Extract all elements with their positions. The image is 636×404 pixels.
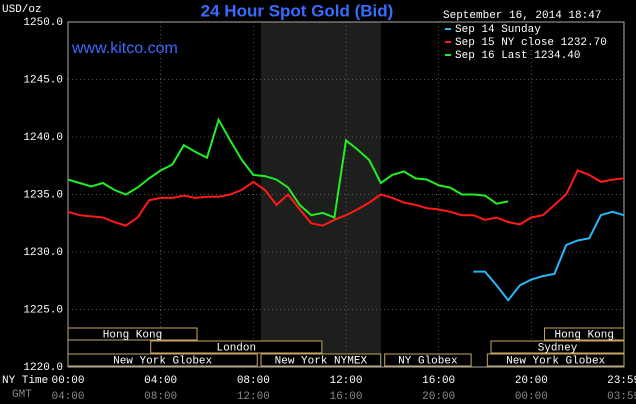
session-bar: [486, 353, 625, 367]
session-label: Hong Kong: [555, 329, 614, 341]
y-tick-label: 1220.0: [23, 362, 63, 374]
session-label: New York NYMEX: [275, 355, 368, 367]
x-tick-label-gmt: 04:00: [51, 391, 84, 403]
y-tick-label: 1230.0: [23, 247, 63, 259]
y-tick-label: 1225.0: [23, 304, 63, 316]
x-tick-label: 04:00: [144, 375, 177, 387]
chart-title: 24 Hour Spot Gold (Bid): [201, 1, 394, 20]
series-line: [473, 210, 625, 302]
y-tick-label: 1250.0: [23, 17, 63, 29]
plot-frame: [67, 21, 625, 368]
legend-label: Sep 16 Last 1234.40: [455, 50, 580, 62]
series-line: [67, 117, 509, 219]
session-bar: [260, 353, 382, 367]
legend-label: Sep 15 NY close 1232.70: [455, 37, 607, 49]
session-label: New York Globex: [113, 355, 212, 367]
session-label: Sydney: [538, 342, 578, 354]
x-tick-label: 23:59: [607, 375, 636, 387]
session-bar: [150, 340, 323, 354]
session-bar: [544, 327, 625, 341]
timestamp: September 16, 2014 18:47: [443, 10, 601, 22]
y-tick-label: 1235.0: [23, 189, 63, 201]
x-tick-label: 12:00: [329, 375, 362, 387]
x-tick-label-gmt: 08:00: [144, 391, 177, 403]
y-axis-label: USD/oz: [2, 4, 42, 16]
x-tick-label: 00:00: [51, 375, 84, 387]
session-label: NY Globex: [398, 355, 458, 367]
x-tick-label-gmt: 20:00: [422, 391, 455, 403]
x-tick-label-gmt: 12:00: [237, 391, 270, 403]
x-tick-label: 20:00: [515, 375, 548, 387]
x-tick-label-gmt: 16:00: [329, 391, 362, 403]
legend-label: Sep 14 Sunday: [455, 24, 541, 36]
session-bar: [490, 340, 625, 354]
x-row-label: GMT: [12, 389, 32, 401]
session-label: Hong Kong: [103, 329, 162, 341]
x-row-label: NY Time: [2, 375, 48, 387]
x-tick-label-gmt: 03:59: [607, 391, 636, 403]
x-tick-label-gmt: 00:00: [515, 391, 548, 403]
session-bar: [67, 353, 258, 367]
session-bar: [384, 353, 472, 367]
x-tick-label: 16:00: [422, 375, 455, 387]
session-bar: [67, 327, 198, 341]
y-tick-label: 1245.0: [23, 74, 63, 86]
y-tick-label: 1240.0: [23, 132, 63, 144]
x-tick-label: 08:00: [237, 375, 270, 387]
series-line: [67, 169, 625, 227]
session-label: New York Globex: [506, 355, 605, 367]
session-label: London: [217, 342, 257, 354]
website: www.kitco.com: [71, 40, 178, 57]
